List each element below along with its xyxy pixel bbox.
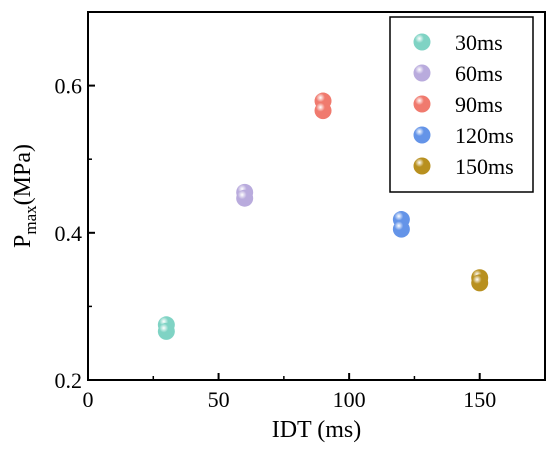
plot-frame <box>87 11 546 381</box>
legend: 30ms 60ms 90ms 120ms 150ms <box>389 16 534 193</box>
y-tick-label: 0.4 <box>55 221 83 246</box>
legend-label: 90ms <box>455 92 503 117</box>
legend-marker <box>413 33 431 51</box>
x-tick-label: 150 <box>463 387 496 412</box>
legend-marker <box>413 95 431 113</box>
data-point <box>314 102 332 120</box>
y-tick-label: 0.6 <box>55 74 83 99</box>
x-tick-labels: 0 50 100 150 <box>83 387 497 412</box>
data-point <box>392 220 410 238</box>
data-points <box>157 92 489 340</box>
y-axis-label: Pmax(MPa) <box>10 144 40 248</box>
legend-label: 120ms <box>455 123 514 148</box>
legend-label: 60ms <box>455 61 503 86</box>
x-tick-label: 50 <box>208 387 230 412</box>
legend-label: 150ms <box>455 154 514 179</box>
x-tick-label: 100 <box>333 387 366 412</box>
legend-marker <box>413 64 431 82</box>
y-axis-label-unit: (MPa) <box>10 144 36 205</box>
x-tick-label: 0 <box>83 387 94 412</box>
data-point <box>236 189 254 207</box>
legend-label: 30ms <box>455 30 503 55</box>
y-axis-label-main: P <box>10 235 36 248</box>
data-point <box>471 274 489 292</box>
data-point <box>157 322 175 340</box>
y-axis-label-subscript: max <box>21 205 40 235</box>
y-tick-labels: 0.2 0.4 0.6 <box>55 74 83 393</box>
legend-marker <box>413 157 431 175</box>
legend-marker <box>413 126 431 144</box>
y-tick-label: 0.2 <box>55 368 83 393</box>
x-axis-label: IDT (ms) <box>272 417 362 443</box>
axis-ticks <box>87 84 481 381</box>
